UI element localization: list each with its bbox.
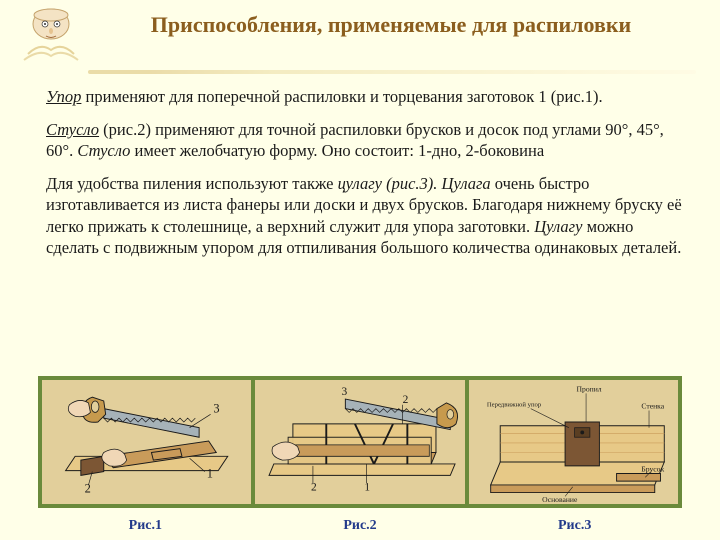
para-1: Упор применяют для поперечной распиловки… xyxy=(46,86,684,107)
svg-text:Стенка: Стенка xyxy=(641,402,664,411)
header: Приспособления, применяемые для распилов… xyxy=(0,0,720,72)
figure-2: 3 2 2 1 xyxy=(254,379,465,505)
svg-text:2: 2 xyxy=(403,394,409,406)
svg-text:3: 3 xyxy=(342,386,348,398)
caption-1: Рис.1 xyxy=(38,518,253,534)
svg-text:Пропил: Пропил xyxy=(576,384,601,393)
term-culaga: цулагу (рис.3). Цулага xyxy=(338,174,491,193)
title-underline xyxy=(88,70,696,74)
body-text: Упор применяют для поперечной распиловки… xyxy=(0,72,720,258)
svg-text:2: 2 xyxy=(311,482,317,494)
figure-3: Пропил Передвижной упор Стенка Брусок Ос… xyxy=(468,379,679,505)
page-title: Приспособления, применяемые для распилов… xyxy=(92,10,690,38)
caption-2: Рис.2 xyxy=(253,518,468,534)
para-2: Стусло (рис.2) применяют для точной расп… xyxy=(46,119,684,161)
svg-text:2: 2 xyxy=(85,482,91,496)
svg-text:1: 1 xyxy=(365,482,371,494)
svg-text:Брусок: Брусок xyxy=(641,465,664,474)
svg-text:Передвижной упор: Передвижной упор xyxy=(487,402,542,409)
term-stuslo: Стусло xyxy=(46,120,99,139)
fig3-illustration: Пропил Передвижной упор Стенка Брусок Ос… xyxy=(469,380,678,504)
term-upor: Упор xyxy=(46,87,81,106)
figure-row: 3 1 2 xyxy=(38,376,682,508)
figure-1: 3 1 2 xyxy=(41,379,252,505)
para-3: Для удобства пиления используют также цу… xyxy=(46,173,684,257)
figure-captions: Рис.1 Рис.2 Рис.3 xyxy=(38,518,682,534)
svg-text:Основание: Основание xyxy=(542,495,578,504)
svg-text:1: 1 xyxy=(207,466,213,480)
caption-3: Рис.3 xyxy=(467,518,682,534)
svg-text:3: 3 xyxy=(213,401,219,415)
fig1-illustration: 3 1 2 xyxy=(42,380,251,504)
fig2-illustration: 3 2 2 1 xyxy=(255,380,464,504)
decor-face-icon xyxy=(20,6,82,66)
